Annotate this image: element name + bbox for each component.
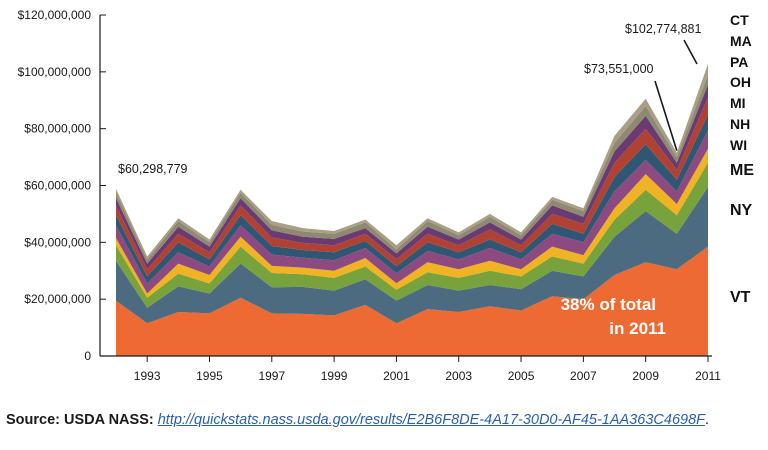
source-label: Source: USDA NASS: [6, 412, 158, 428]
y-tick-label: $20,000,000 [24, 292, 91, 306]
source-suffix: . [705, 412, 710, 428]
area-nh [116, 130, 708, 294]
annotation-2011-total: $102,774,881 [625, 22, 702, 36]
x-tick-label: 2011 [695, 369, 721, 383]
y-tick-label: $80,000,000 [24, 122, 91, 136]
vt-share-note-line2: in 2011 [609, 319, 666, 338]
x-tick-label: 2009 [632, 369, 659, 383]
annotation-2010-total: $73,551,000 [584, 62, 654, 76]
area-pa [116, 84, 708, 270]
x-tick-label: 1997 [258, 369, 285, 383]
annotation-1992-total: $60,298,779 [118, 162, 188, 176]
source-link[interactable]: http://quickstats.nass.usda.gov/results/… [157, 412, 705, 428]
legend-label-nh: NH [730, 116, 750, 132]
y-tick-label: 0 [84, 349, 91, 363]
x-tick-label: 1995 [196, 369, 223, 383]
area-ny [116, 186, 708, 324]
stacked-area-chart: 0 $20,000,000 $40,000,000 $60,000,000 $80,00… [18, 8, 755, 383]
legend-label-ct: CT [730, 12, 749, 28]
area-me [116, 162, 708, 308]
area-series-group [116, 63, 708, 356]
legend-label-ma: MA [730, 33, 752, 49]
x-tick-label: 2001 [383, 369, 410, 383]
annotations: $60,298,779 $73,551,000 $102,774,881 38% of… [118, 22, 702, 338]
legend-label-ny: NY [730, 202, 753, 219]
legend-label-mi: MI [730, 95, 746, 111]
area-wi [116, 148, 708, 298]
legend-label-wi: WI [730, 137, 747, 153]
x-tick-label: 2005 [508, 369, 535, 383]
legend-label-me: ME [730, 162, 754, 179]
legend-label-pa: PA [730, 54, 748, 70]
y-tick-label: $100,000,000 [18, 65, 92, 79]
y-tick-label: $60,000,000 [24, 179, 91, 193]
annotation-2011-pointer [683, 39, 698, 65]
source-note: Source: USDA NASS: http://quickstats.nas… [6, 412, 709, 428]
x-tick-label: 2003 [445, 369, 472, 383]
y-tick-label: $40,000,000 [24, 235, 91, 249]
legend-label-vt: VT [730, 289, 751, 306]
legend-label-oh: OH [730, 74, 751, 90]
x-tick-label: 2007 [570, 369, 597, 383]
tick-labels: 0 $20,000,000 $40,000,000 $60,000,000 $80,00… [18, 8, 722, 383]
area-oh [116, 97, 708, 277]
area-vt [116, 246, 708, 356]
x-tick-label: 1999 [321, 369, 348, 383]
x-tick-label: 1993 [134, 369, 161, 383]
area-mi [116, 114, 708, 284]
vt-share-note-line1: 38% of total [561, 295, 656, 314]
annotation-2010-pointer [654, 80, 678, 151]
y-tick-label: $120,000,000 [18, 8, 92, 22]
legend: VT NY ME WI NH MI OH PA MA CT [730, 12, 754, 306]
